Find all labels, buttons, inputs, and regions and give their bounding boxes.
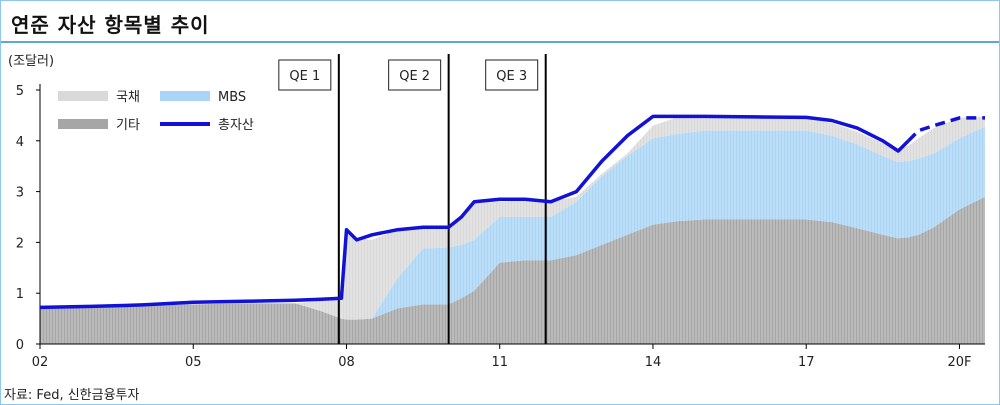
legend-label-0: 국채 [116,90,140,105]
area-mbs [40,126,985,320]
legend-label-1: MBS [218,90,246,105]
y-tick-label: 1 [16,287,24,302]
source-note: 자료: Fed, 신한금융투자 [4,388,140,403]
x-tick-label: 05 [185,355,202,370]
x-tick-label: 11 [491,355,508,370]
x-tick-label: 14 [645,355,662,370]
title-bar: 연준 자산 항목별 추이 [1,1,999,43]
qe-label-box [278,59,332,91]
legend-swatch-0 [58,91,108,101]
qe-label: QE 1 [289,69,320,84]
qe-label-box [485,59,539,91]
qe-label: QE 2 [399,69,430,84]
total-assets-forecast-line [907,116,985,143]
legend-label-3: 총자산 [218,118,254,133]
legend-swatch-2 [58,119,108,129]
y-axis-unit-label: (조달러) [8,54,55,69]
x-tick-label: 08 [338,355,355,370]
qe-label-box [388,59,442,91]
x-tick-label: 17 [798,355,815,370]
x-tick-label: 20F [947,355,971,370]
page-title: 연준 자산 항목별 추이 [11,13,210,37]
y-tick-label: 5 [16,84,24,99]
area-other [40,196,985,344]
total-assets-line [39,114,910,310]
qe-label: QE 3 [496,69,527,84]
y-tick-label: 0 [16,338,24,353]
y-tick-label: 4 [16,135,24,150]
legend-swatch-1 [160,91,210,101]
legend-label-2: 기타 [116,118,140,133]
area-hatching [41,115,985,344]
y-tick-label: 2 [16,236,24,251]
y-tick-label: 3 [16,186,24,201]
x-tick-label: 02 [32,355,49,370]
